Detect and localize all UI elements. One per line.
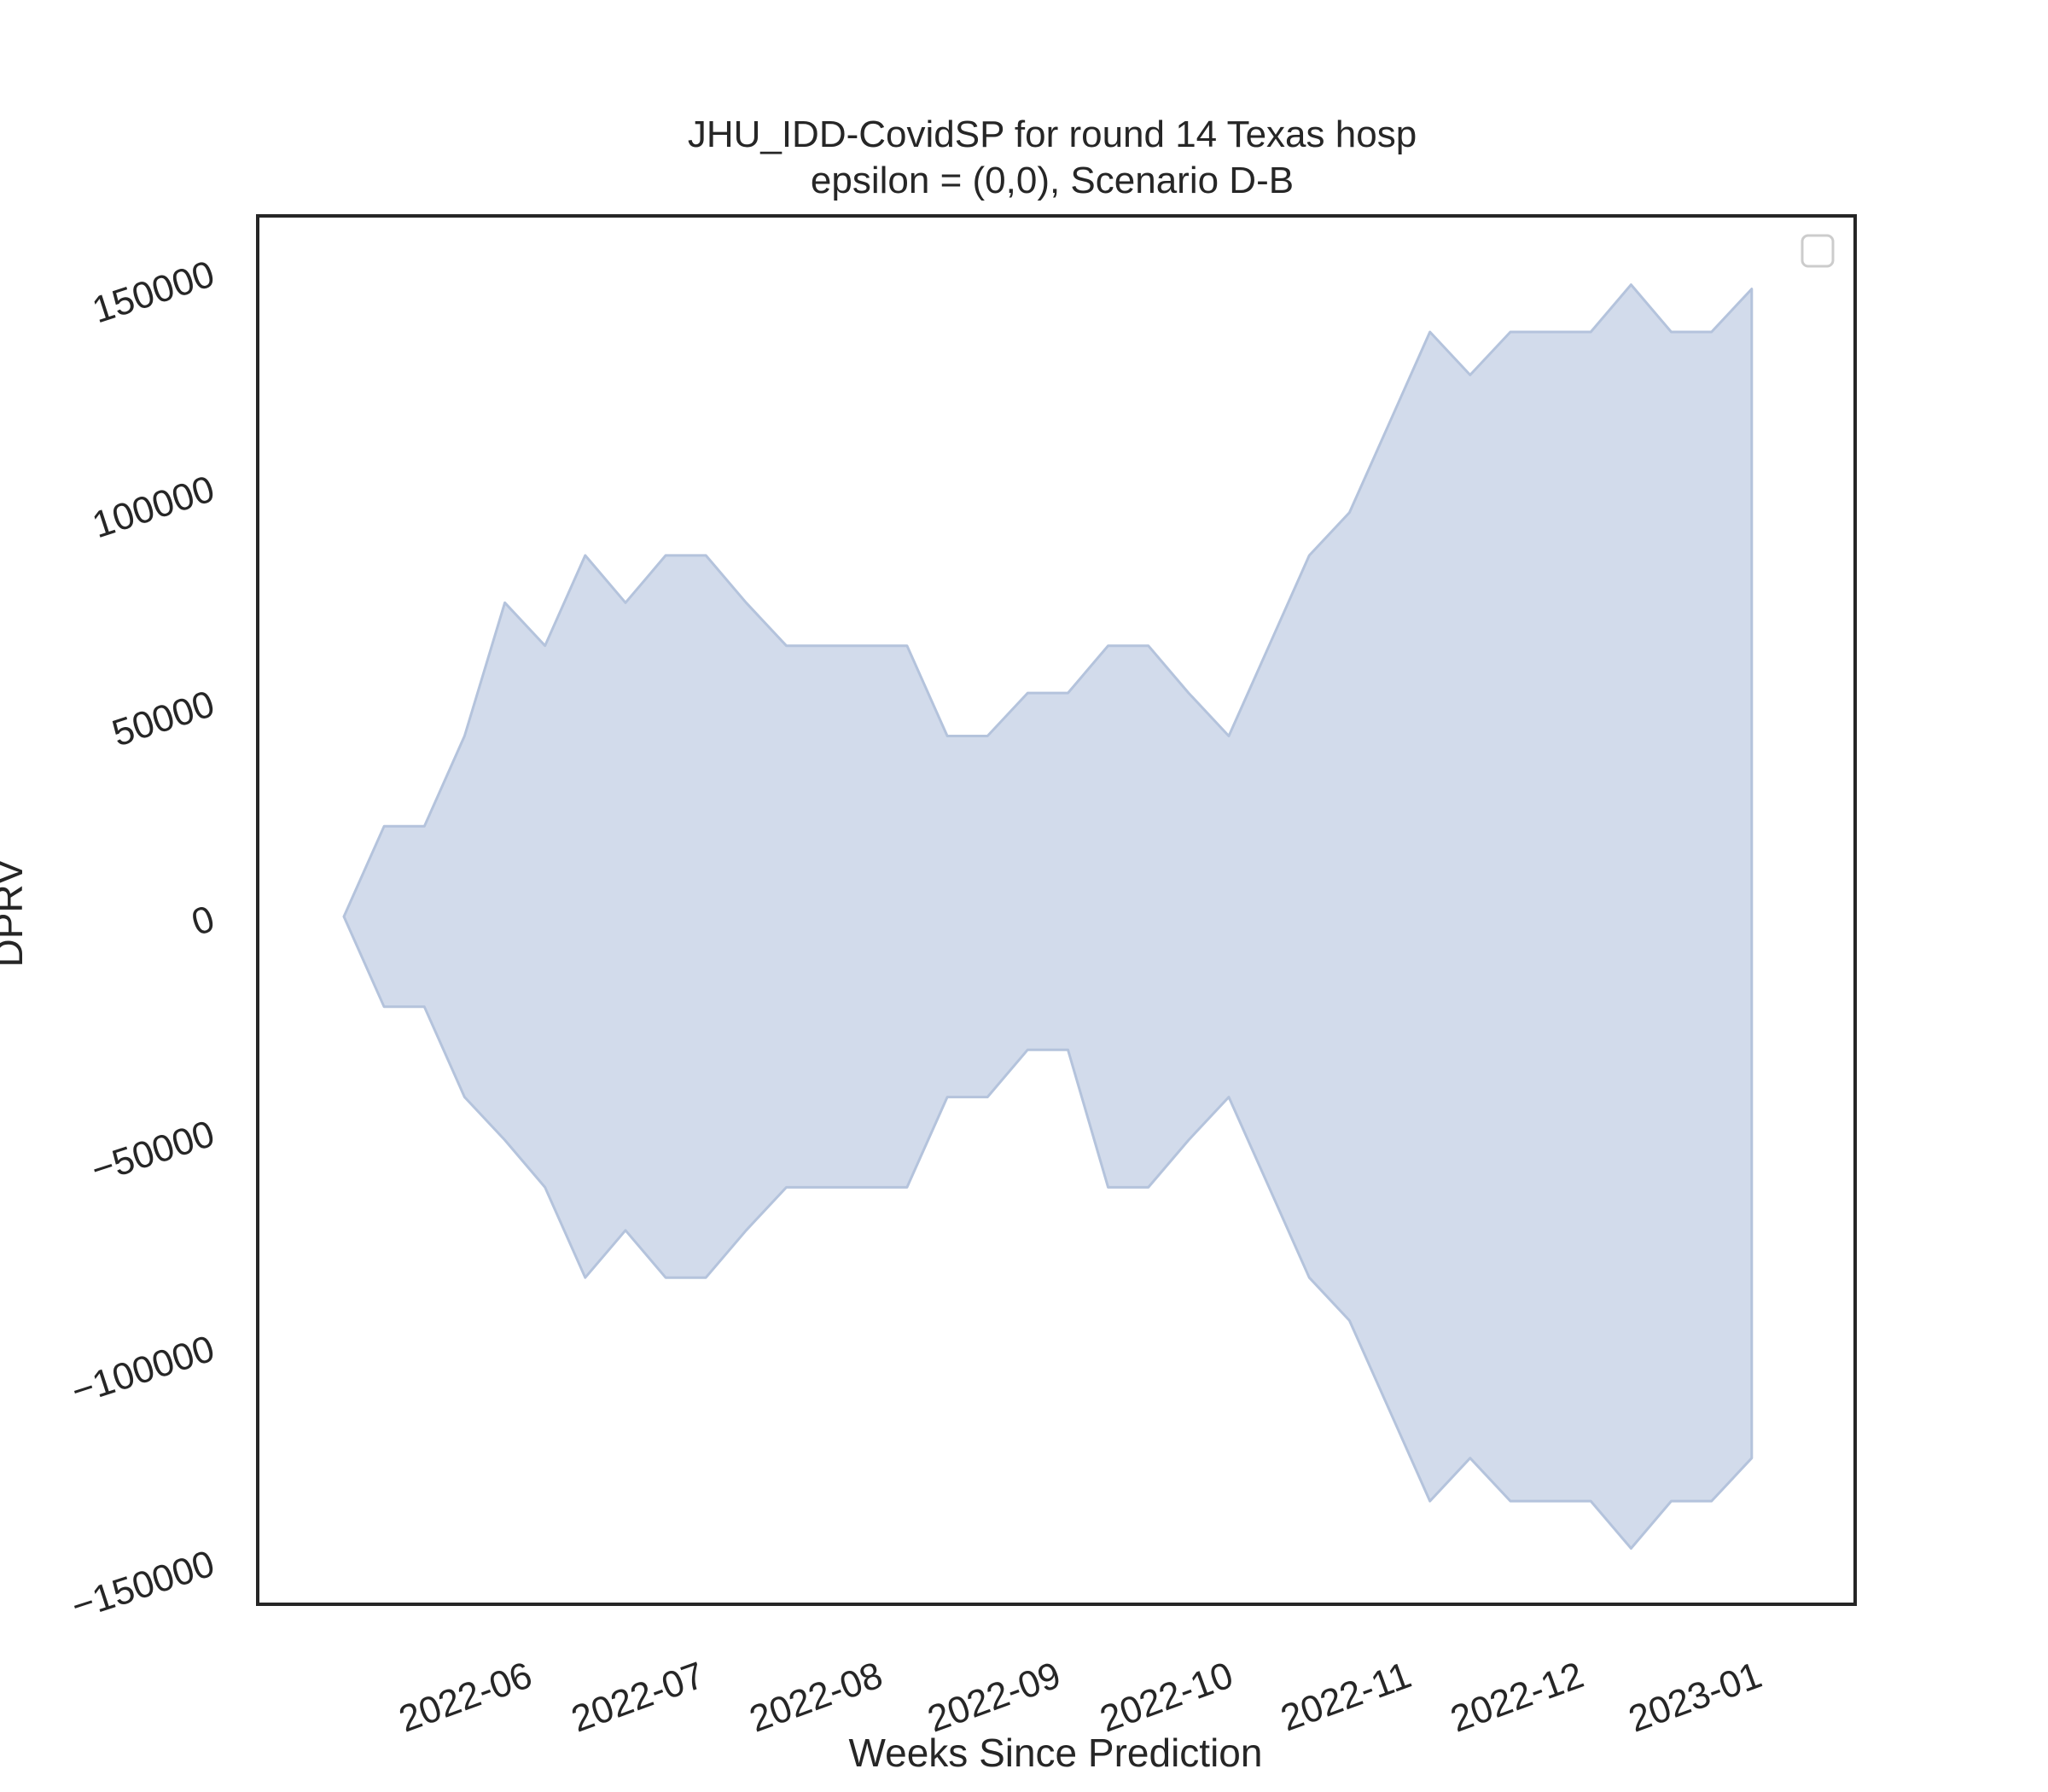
y-tick-label: 100000 bbox=[87, 468, 219, 546]
y-tick-label: −100000 bbox=[67, 1328, 219, 1413]
y-tick-label: 50000 bbox=[108, 683, 220, 754]
x-tick-label: 2022-09 bbox=[922, 1654, 1067, 1740]
x-tick-label: 2022-07 bbox=[566, 1654, 710, 1740]
x-tick-label: 2023-01 bbox=[1623, 1654, 1767, 1740]
x-tick-label: 2022-06 bbox=[393, 1654, 538, 1740]
y-axis-ticks: −150000 −100000 −50000 0 50000 100000 150000 bbox=[67, 253, 219, 1627]
y-axis-label: DPRV bbox=[0, 858, 31, 967]
x-tick-label: 2022-08 bbox=[744, 1654, 888, 1740]
chart-title-line1: JHU_IDD-CovidSP for round 14 Texas hosp bbox=[688, 113, 1417, 155]
y-tick-label: −50000 bbox=[86, 1113, 219, 1191]
x-axis-label: Weeks Since Prediction bbox=[849, 1731, 1263, 1775]
confidence-band bbox=[342, 283, 1754, 1550]
plot-frame bbox=[256, 214, 1857, 1606]
y-tick-label: 0 bbox=[187, 898, 219, 944]
x-tick-label: 2022-12 bbox=[1446, 1654, 1590, 1740]
chart-title-line2: epsilon = (0,0), Scenario D-B bbox=[811, 160, 1294, 201]
x-tick-label: 2022-11 bbox=[1276, 1654, 1417, 1739]
y-tick-label: 150000 bbox=[87, 253, 219, 331]
legend-box bbox=[1801, 234, 1835, 268]
band-area bbox=[342, 283, 1754, 1550]
x-tick-label: 2022-10 bbox=[1095, 1654, 1239, 1740]
x-axis-ticks: 2022-06 2022-07 2022-08 2022-09 2022-10 2022-… bbox=[393, 1654, 1767, 1740]
y-tick-label: −150000 bbox=[67, 1543, 219, 1628]
